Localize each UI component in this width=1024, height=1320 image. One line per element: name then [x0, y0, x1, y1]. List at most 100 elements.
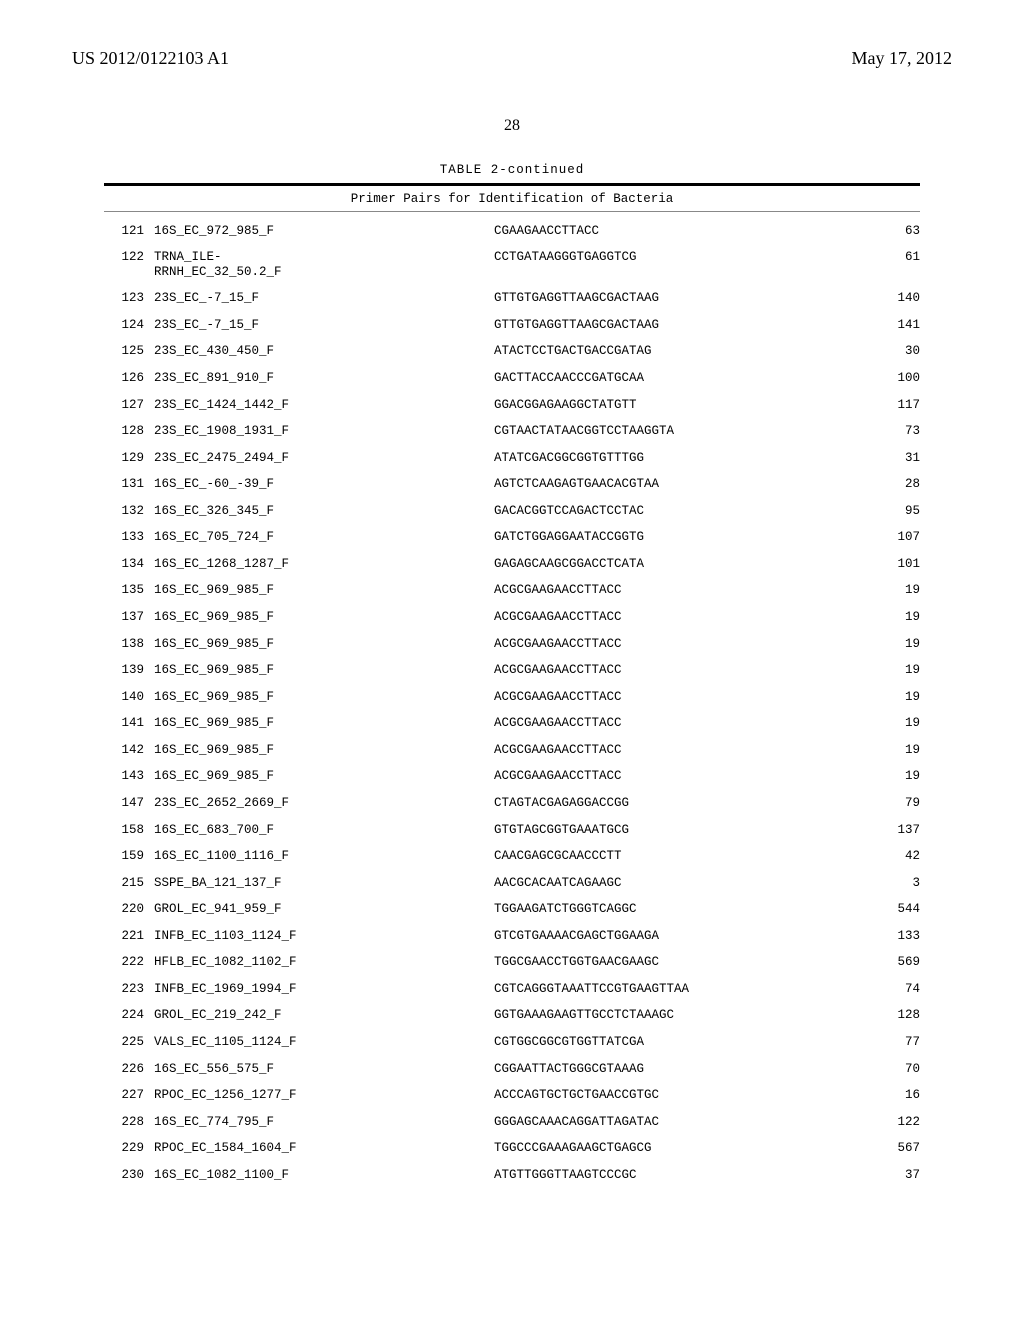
primer-sequence: ACGCGAAGAACCTTACC	[494, 716, 864, 730]
table-body: 12116S_EC_972_985_FCGAAGAACCTTACC63 122TR…	[72, 214, 952, 1182]
primer-name: RPOC_EC_1256_1277_F	[154, 1088, 494, 1102]
page-number: 28	[72, 117, 952, 135]
primer-value: 63	[864, 224, 920, 238]
primer-sequence: CAACGAGCGCAACCCTT	[494, 849, 864, 863]
pair-number: 135	[104, 583, 154, 597]
primer-name: 16S_EC_1100_1116_F	[154, 849, 494, 863]
primer-value: 28	[864, 477, 920, 491]
pair-number: 124	[104, 318, 154, 332]
primer-value: 74	[864, 982, 920, 996]
table-subtitle: Primer Pairs for Identification of Bacte…	[72, 192, 952, 206]
pair-number: 138	[104, 637, 154, 651]
primer-value: 569	[864, 955, 920, 969]
table-row: 12116S_EC_972_985_FCGAAGAACCTTACC63	[104, 224, 920, 238]
table-row: 227RPOC_EC_1256_1277_FACCCAGTGCTGCTGAACC…	[104, 1088, 920, 1102]
primer-value: 133	[864, 929, 920, 943]
primer-value: 117	[864, 398, 920, 412]
primer-name: 16S_EC_972_985_F	[154, 224, 494, 238]
primer-value: 141	[864, 318, 920, 332]
pair-number: 147	[104, 796, 154, 810]
table-row: 13116S_EC_-60_-39_FAGTCTCAAGAGTGAACACGTA…	[104, 477, 920, 491]
table-row: 22816S_EC_774_795_FGGGAGCAAACAGGATTAGATA…	[104, 1115, 920, 1129]
primer-sequence: GATCTGGAGGAATACCGGTG	[494, 530, 864, 544]
primer-sequence: CGAAGAACCTTACC	[494, 224, 864, 238]
table-row: 13716S_EC_969_985_FACGCGAAGAACCTTACC19	[104, 610, 920, 624]
primer-name: 16S_EC_1082_1100_F	[154, 1168, 494, 1182]
primer-sequence: CGTAACTATAACGGTCCTAAGGTA	[494, 424, 864, 438]
document-header: US 2012/0122103 A1 May 17, 2012	[72, 48, 952, 69]
table-row: 13416S_EC_1268_1287_FGAGAGCAAGCGGACCTCAT…	[104, 557, 920, 571]
primer-value: 95	[864, 504, 920, 518]
pair-number: 143	[104, 769, 154, 783]
pair-number: 129	[104, 451, 154, 465]
pair-number: 221	[104, 929, 154, 943]
primer-value: 19	[864, 637, 920, 651]
table-row: 14216S_EC_969_985_FACGCGAAGAACCTTACC19	[104, 743, 920, 757]
primer-sequence: GAGAGCAAGCGGACCTCATA	[494, 557, 864, 571]
primer-sequence: GGTGAAAGAAGTTGCCTCTAAAGC	[494, 1008, 864, 1022]
primer-sequence: AACGCACAATCAGAAGC	[494, 876, 864, 890]
primer-name: HFLB_EC_1082_1102_F	[154, 955, 494, 969]
primer-value: 42	[864, 849, 920, 863]
pair-number: 121	[104, 224, 154, 238]
primer-value: 544	[864, 902, 920, 916]
primer-sequence: GACACGGTCCAGACTCCTAC	[494, 504, 864, 518]
pair-number: 128	[104, 424, 154, 438]
primer-sequence: GTTGTGAGGTTAAGCGACTAAG	[494, 318, 864, 332]
table-row: 13216S_EC_326_345_FGACACGGTCCAGACTCCTAC9…	[104, 504, 920, 518]
primer-sequence: GGGAGCAAACAGGATTAGATAC	[494, 1115, 864, 1129]
pair-number: 122	[104, 250, 154, 264]
table-row: 224GROL_EC_219_242_FGGTGAAAGAAGTTGCCTCTA…	[104, 1008, 920, 1022]
primer-value: 16	[864, 1088, 920, 1102]
primer-value: 19	[864, 716, 920, 730]
table-row: 14316S_EC_969_985_FACGCGAAGAACCTTACC19	[104, 769, 920, 783]
primer-sequence: GTCGTGAAAACGAGCTGGAAGA	[494, 929, 864, 943]
primer-name: 23S_EC_430_450_F	[154, 344, 494, 358]
primer-name: 16S_EC_969_985_F	[154, 716, 494, 730]
pair-number: 137	[104, 610, 154, 624]
pair-number: 132	[104, 504, 154, 518]
primer-name: 16S_EC_-60_-39_F	[154, 477, 494, 491]
primer-name: 23S_EC_-7_15_F	[154, 318, 494, 332]
primer-sequence: AGTCTCAAGAGTGAACACGTAA	[494, 477, 864, 491]
table-row: 12923S_EC_2475_2494_FATATCGACGGCGGTGTTTG…	[104, 451, 920, 465]
primer-name: 16S_EC_774_795_F	[154, 1115, 494, 1129]
table-row: 13816S_EC_969_985_FACGCGAAGAACCTTACC19	[104, 637, 920, 651]
pair-number: 125	[104, 344, 154, 358]
pair-number: 131	[104, 477, 154, 491]
pair-number: 220	[104, 902, 154, 916]
pair-number: 134	[104, 557, 154, 571]
primer-value: 61	[864, 250, 920, 264]
pair-number: 230	[104, 1168, 154, 1182]
primer-sequence: GTGTAGCGGTGAAATGCG	[494, 823, 864, 837]
primer-sequence: ACGCGAAGAACCTTACC	[494, 637, 864, 651]
primer-sequence: GACTTACCAACCCGATGCAA	[494, 371, 864, 385]
table-row: 225VALS_EC_1105_1124_FCGTGGCGGCGTGGTTATC…	[104, 1035, 920, 1049]
pair-number: 123	[104, 291, 154, 305]
primer-value: 31	[864, 451, 920, 465]
primer-sequence: TGGCGAACCTGGTGAACGAAGC	[494, 955, 864, 969]
pair-number: 224	[104, 1008, 154, 1022]
primer-value: 3	[864, 876, 920, 890]
table-row: 229RPOC_EC_1584_1604_FTGGCCCGAAAGAAGCTGA…	[104, 1141, 920, 1155]
pair-number: 133	[104, 530, 154, 544]
publication-number: US 2012/0122103 A1	[72, 48, 229, 69]
primer-name: INFB_EC_1103_1124_F	[154, 929, 494, 943]
table-row: 13316S_EC_705_724_FGATCTGGAGGAATACCGGTG1…	[104, 530, 920, 544]
table-row: 12323S_EC_-7_15_FGTTGTGAGGTTAAGCGACTAAG1…	[104, 291, 920, 305]
primer-value: 128	[864, 1008, 920, 1022]
primer-value: 100	[864, 371, 920, 385]
primer-name: 16S_EC_969_985_F	[154, 769, 494, 783]
primer-name: INFB_EC_1969_1994_F	[154, 982, 494, 996]
table-row: 221INFB_EC_1103_1124_FGTCGTGAAAACGAGCTGG…	[104, 929, 920, 943]
primer-name: TRNA_ILE- RRNH_EC_32_50.2_F	[154, 250, 494, 279]
primer-name: 16S_EC_969_985_F	[154, 690, 494, 704]
table-row: 122TRNA_ILE- RRNH_EC_32_50.2_FCCTGATAAGG…	[104, 250, 920, 279]
primer-name: 23S_EC_1908_1931_F	[154, 424, 494, 438]
primer-name: 23S_EC_-7_15_F	[154, 291, 494, 305]
primer-value: 70	[864, 1062, 920, 1076]
primer-value: 73	[864, 424, 920, 438]
primer-sequence: CCTGATAAGGGTGAGGTCG	[494, 250, 864, 264]
table-row: 15916S_EC_1100_1116_FCAACGAGCGCAACCCTT42	[104, 849, 920, 863]
primer-sequence: ACCCAGTGCTGCTGAACCGTGC	[494, 1088, 864, 1102]
